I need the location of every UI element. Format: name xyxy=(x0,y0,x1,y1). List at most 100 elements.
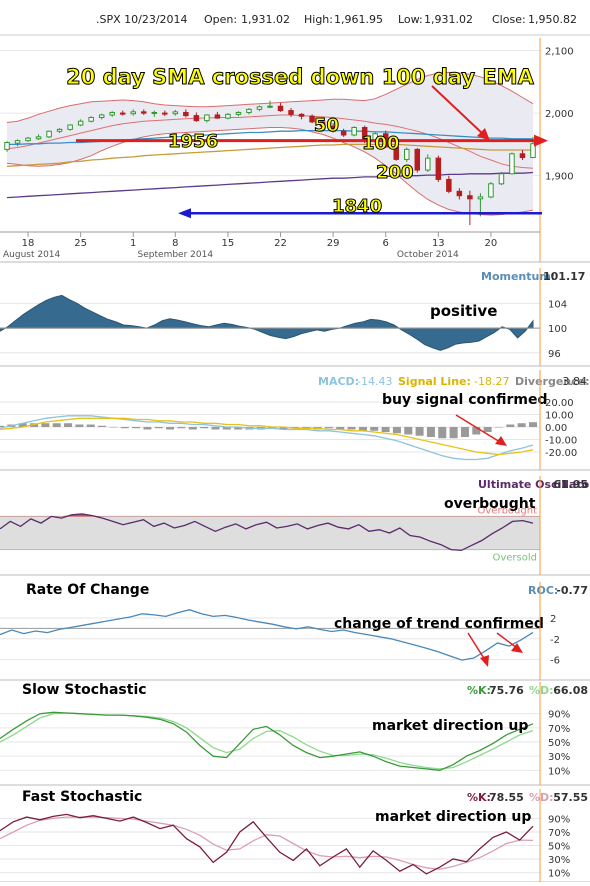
ma200-label: 200 xyxy=(376,162,414,183)
slow_stoch-y-tick-label: 50% xyxy=(548,738,570,749)
price-month-label: August 2014 xyxy=(3,250,61,260)
macd-y-tick-label: 10.00 xyxy=(545,411,574,422)
candle-body xyxy=(414,148,421,171)
fast_stoch-y-tick-label: 10% xyxy=(548,869,570,880)
crossover-arrow-line xyxy=(431,85,485,136)
slow_stoch-y-tick-label: 10% xyxy=(548,766,570,777)
price-x-tick-label: 6 xyxy=(383,238,389,249)
macd-histogram-bar xyxy=(290,427,299,429)
macd-histogram-bar xyxy=(177,427,186,429)
candle-body xyxy=(435,157,442,180)
oversold-label: Oversold xyxy=(492,553,537,564)
momentum-annotation: positive xyxy=(430,302,497,320)
macd-histogram-bar xyxy=(324,427,333,429)
macd-histogram-bar xyxy=(460,427,469,437)
candle-body xyxy=(456,190,463,197)
bollinger-band-fill xyxy=(7,72,533,216)
candle-body xyxy=(162,112,168,115)
candle-body xyxy=(340,130,347,136)
macd-histogram-bar xyxy=(86,424,95,427)
macd-label: MACD: xyxy=(318,375,359,388)
macd-histogram-bar xyxy=(154,427,163,429)
macd-y-tick-label: -20.00 xyxy=(545,448,577,459)
macd-histogram-bar xyxy=(529,422,537,427)
candle-body xyxy=(235,111,242,115)
macd-histogram-bar xyxy=(188,427,197,430)
price-y-tick-label: 2,100 xyxy=(545,47,574,58)
macd-arrow-head xyxy=(495,436,507,446)
price-x-tick-label: 15 xyxy=(222,238,235,249)
candle-body xyxy=(309,115,315,123)
momentum-y-tick-label: 100 xyxy=(548,324,567,335)
ultimate-value: 61.95 xyxy=(553,478,588,491)
level-1956-label: 1956 xyxy=(168,131,218,152)
fast_stoch-annotation: market direction up xyxy=(375,809,531,825)
candle-body xyxy=(172,111,179,115)
slow_stoch-k-value: 75.76 xyxy=(489,684,524,697)
candle-body xyxy=(519,153,526,159)
macd-histogram-bar xyxy=(143,427,152,430)
ultimate-annotation: overbought xyxy=(444,496,536,512)
candle-body xyxy=(4,142,10,150)
candle-body xyxy=(330,125,336,132)
level-1840-label: 1840 xyxy=(332,196,382,217)
fast_stoch-k-value: 78.55 xyxy=(489,791,524,804)
roc-arrow-line-1 xyxy=(467,632,486,661)
candle-body xyxy=(477,196,484,200)
macd-y-tick-label: 20.00 xyxy=(545,398,574,409)
macd-histogram-bar xyxy=(75,424,84,427)
candle-body xyxy=(288,110,294,115)
momentum-title: Momentum: xyxy=(481,270,555,283)
momentum-y-tick-label: 104 xyxy=(548,299,567,310)
macd-histogram-bar xyxy=(347,427,356,430)
fast_stoch-k-line xyxy=(0,813,534,875)
roc-arrow-head-2 xyxy=(511,643,523,653)
candle-body xyxy=(14,140,21,144)
price-y-tick-label: 1,900 xyxy=(545,172,574,183)
header-open-value: 1,931.02 xyxy=(241,13,290,26)
crossover-annotation: 20 day SMA crossed down 100 day EMA xyxy=(66,65,535,89)
price-month-label: September 2014 xyxy=(138,250,214,260)
candle-body xyxy=(393,146,399,160)
slow_stoch-annotation: market direction up xyxy=(372,718,528,734)
macd-histogram-bar xyxy=(18,423,27,427)
candle-body xyxy=(119,112,126,115)
ultimate-line xyxy=(0,513,534,552)
candle-body xyxy=(109,111,115,116)
macd-histogram-bar xyxy=(132,427,141,429)
price-month-label: October 2014 xyxy=(397,250,459,260)
macd-histogram-bar xyxy=(370,427,379,431)
macd-y-tick-label: 0.00 xyxy=(545,423,567,434)
candle-body xyxy=(530,143,536,159)
macd-histogram-bar xyxy=(426,427,435,437)
signal-value: -18.27 xyxy=(474,375,509,388)
roc-title: Rate Of Change xyxy=(26,582,149,598)
candle-body xyxy=(25,137,31,142)
macd-histogram-bar xyxy=(64,423,73,427)
bollinger-lower-line xyxy=(6,127,534,216)
roc-y-tick-label: -2 xyxy=(550,635,560,646)
candle-body xyxy=(46,130,52,138)
macd-histogram-bar xyxy=(109,427,118,428)
price-x-tick-label: 18 xyxy=(22,238,35,249)
candle-body xyxy=(204,114,210,122)
macd-histogram-bar xyxy=(506,424,515,427)
macd-signal-line xyxy=(0,417,534,456)
macd-histogram-bar xyxy=(0,425,4,427)
fast_stoch-d-line xyxy=(0,816,534,870)
slow_stoch-y-tick-label: 70% xyxy=(548,724,570,735)
slow_stoch-y-tick-label: 90% xyxy=(548,710,570,721)
macd-histogram-bar xyxy=(302,427,311,429)
candle-body xyxy=(77,120,84,126)
macd-histogram-bar xyxy=(449,427,458,439)
roc-value-title: ROC: xyxy=(528,584,558,597)
ultimate-neutral-band xyxy=(0,516,540,550)
candle-body xyxy=(498,173,505,185)
support-1956-arrow-head xyxy=(534,134,548,147)
candle-body xyxy=(298,113,305,117)
price-x-tick-label: 20 xyxy=(485,238,498,249)
price-y-tick-label: 2,000 xyxy=(545,109,574,120)
ma200-line xyxy=(6,171,534,199)
header-high-value: 1,961.95 xyxy=(334,13,383,26)
